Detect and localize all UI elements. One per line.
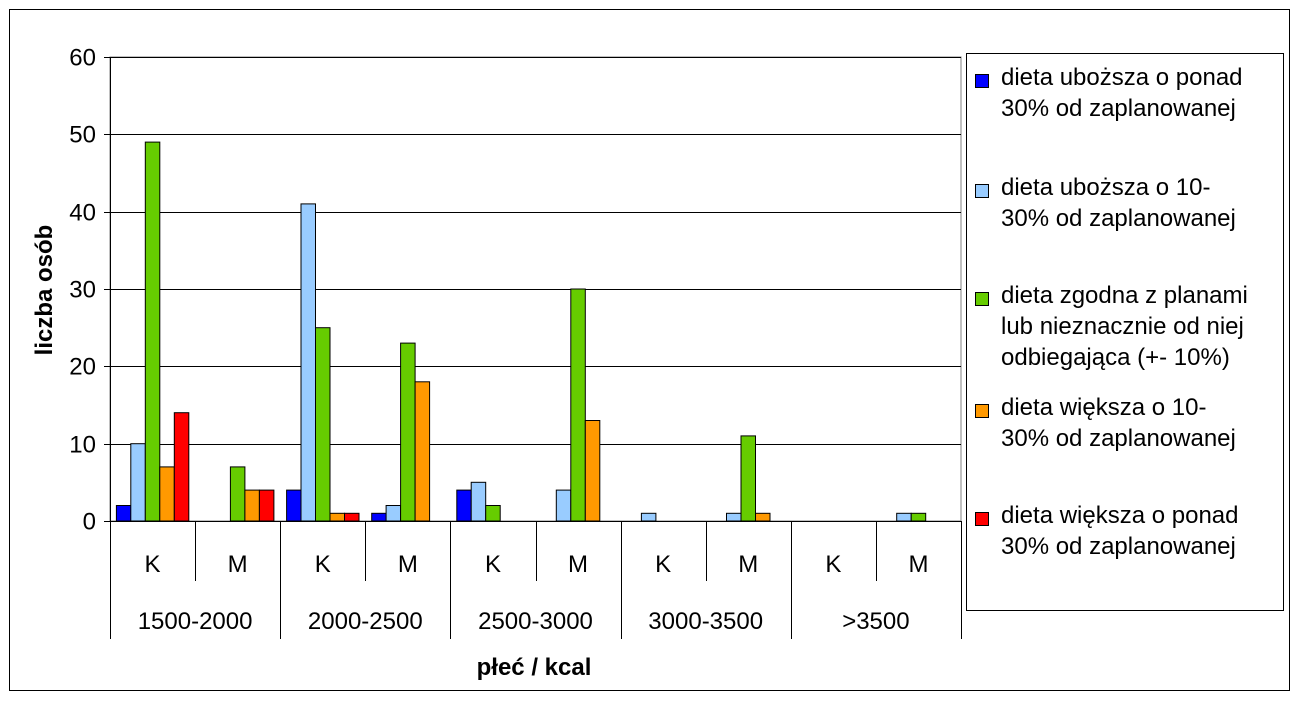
axis-labels: 0 10 20 30 40 50 60 K M K M K M K M K M 1500-2000 2000-250… xyxy=(69,45,928,636)
bar xyxy=(229,466,246,522)
legend-swatch xyxy=(975,404,989,418)
bar xyxy=(173,412,190,522)
bar xyxy=(726,512,742,522)
bar xyxy=(344,512,360,522)
category-label: K xyxy=(315,551,331,578)
category-label: M xyxy=(398,551,418,578)
bar xyxy=(329,512,345,522)
bar xyxy=(485,505,501,522)
bar xyxy=(315,327,331,522)
bar xyxy=(896,512,912,522)
bar xyxy=(584,420,601,522)
bar xyxy=(371,512,387,522)
bar xyxy=(570,288,586,522)
legend-label: dieta uboższa o 10- 30% od zaplanowanej xyxy=(1001,174,1236,232)
bar xyxy=(640,512,657,522)
legend-swatch xyxy=(975,184,989,198)
category-label: K xyxy=(145,551,161,578)
category-label: M xyxy=(738,551,758,578)
legend: dieta uboższa o ponad 30% od zaplanowane… xyxy=(966,53,1284,611)
legend-label: dieta uboższa o ponad 30% od zaplanowane… xyxy=(1001,64,1243,122)
x-axis-title: płeć / kcal xyxy=(477,654,592,681)
axes xyxy=(104,57,962,639)
bar xyxy=(910,512,927,522)
bar xyxy=(555,489,572,522)
category-label: M xyxy=(228,551,248,578)
bar xyxy=(159,466,175,522)
legend-label: dieta większa o 10- 30% od zaplanowanej xyxy=(1001,394,1236,452)
legend-swatch xyxy=(975,292,989,306)
legend-label: dieta większa o ponad 30% od zaplanowane… xyxy=(1001,502,1239,560)
bar xyxy=(755,512,771,522)
bar xyxy=(300,203,316,522)
y-tick-label: 30 xyxy=(69,277,96,304)
grid-lines xyxy=(109,56,962,522)
bar xyxy=(258,489,275,522)
group-label: 2500-3000 xyxy=(478,608,593,635)
y-tick-label: 60 xyxy=(69,45,96,72)
y-tick-label: 50 xyxy=(69,122,96,149)
bar xyxy=(286,489,302,522)
legend-swatch xyxy=(975,512,989,526)
y-tick-label: 10 xyxy=(69,432,96,459)
bar xyxy=(130,443,146,522)
category-label: K xyxy=(825,551,841,578)
legend-swatch xyxy=(975,74,989,88)
bar xyxy=(470,481,487,522)
legend-label: dieta zgodna z planami lub nieznacznie o… xyxy=(1001,282,1248,371)
category-label: M xyxy=(908,551,928,578)
bar xyxy=(244,489,260,522)
bar xyxy=(740,435,756,522)
category-label: K xyxy=(485,551,501,578)
bar xyxy=(115,505,132,522)
bars xyxy=(115,141,927,522)
y-tick-label: 0 xyxy=(83,509,96,536)
group-label: 3000-3500 xyxy=(648,608,763,635)
bar xyxy=(400,342,416,522)
group-label: >3500 xyxy=(842,608,909,635)
y-tick-label: 40 xyxy=(69,200,96,227)
y-tick-label: 20 xyxy=(69,354,96,381)
group-label: 1500-2000 xyxy=(138,608,253,635)
bar xyxy=(385,505,402,522)
bar xyxy=(414,381,431,522)
bar xyxy=(456,489,472,522)
group-label: 2000-2500 xyxy=(308,608,423,635)
bar xyxy=(144,141,161,522)
category-label: K xyxy=(655,551,671,578)
y-axis-title: liczba osób xyxy=(31,225,58,356)
category-label: M xyxy=(568,551,588,578)
